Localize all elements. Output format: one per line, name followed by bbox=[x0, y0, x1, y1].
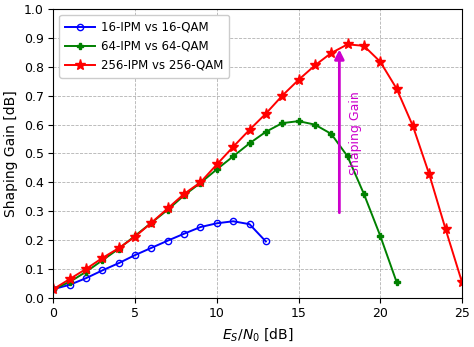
256-IPM vs 256-QAM bbox=[67, 277, 73, 281]
256-IPM vs 256-QAM bbox=[394, 86, 400, 91]
64-IPM vs 64-QAM bbox=[149, 221, 155, 225]
64-IPM vs 64-QAM bbox=[296, 119, 301, 123]
64-IPM vs 64-QAM bbox=[361, 192, 367, 196]
256-IPM vs 256-QAM bbox=[377, 60, 383, 64]
256-IPM vs 256-QAM bbox=[279, 94, 285, 98]
64-IPM vs 64-QAM bbox=[328, 132, 334, 136]
256-IPM vs 256-QAM bbox=[181, 192, 187, 196]
64-IPM vs 64-QAM bbox=[345, 154, 350, 159]
16-IPM vs 16-QAM bbox=[67, 283, 73, 287]
64-IPM vs 64-QAM bbox=[83, 270, 89, 274]
64-IPM vs 64-QAM bbox=[165, 208, 171, 212]
256-IPM vs 256-QAM bbox=[230, 145, 236, 149]
256-IPM vs 256-QAM bbox=[100, 256, 105, 260]
64-IPM vs 64-QAM bbox=[230, 154, 236, 159]
256-IPM vs 256-QAM bbox=[361, 44, 367, 48]
16-IPM vs 16-QAM bbox=[83, 276, 89, 280]
16-IPM vs 16-QAM bbox=[246, 222, 252, 226]
16-IPM vs 16-QAM bbox=[181, 231, 187, 236]
16-IPM vs 16-QAM bbox=[149, 246, 155, 250]
64-IPM vs 64-QAM bbox=[67, 280, 73, 284]
64-IPM vs 64-QAM bbox=[116, 247, 122, 251]
Line: 64-IPM vs 64-QAM: 64-IPM vs 64-QAM bbox=[50, 118, 400, 293]
16-IPM vs 16-QAM bbox=[116, 261, 122, 265]
64-IPM vs 64-QAM bbox=[312, 122, 318, 127]
256-IPM vs 256-QAM bbox=[116, 246, 122, 250]
256-IPM vs 256-QAM bbox=[410, 124, 416, 128]
256-IPM vs 256-QAM bbox=[149, 221, 155, 225]
64-IPM vs 64-QAM bbox=[214, 167, 219, 171]
64-IPM vs 64-QAM bbox=[181, 193, 187, 197]
Text: Shaping Gain: Shaping Gain bbox=[349, 91, 362, 175]
64-IPM vs 64-QAM bbox=[279, 121, 285, 125]
64-IPM vs 64-QAM bbox=[263, 130, 269, 134]
256-IPM vs 256-QAM bbox=[165, 206, 171, 210]
256-IPM vs 256-QAM bbox=[345, 42, 350, 46]
256-IPM vs 256-QAM bbox=[246, 128, 252, 132]
256-IPM vs 256-QAM bbox=[51, 287, 56, 291]
256-IPM vs 256-QAM bbox=[427, 172, 432, 176]
16-IPM vs 16-QAM bbox=[165, 238, 171, 243]
Legend: 16-IPM vs 16-QAM, 64-IPM vs 64-QAM, 256-IPM vs 256-QAM: 16-IPM vs 16-QAM, 64-IPM vs 64-QAM, 256-… bbox=[59, 15, 229, 78]
256-IPM vs 256-QAM bbox=[459, 280, 465, 284]
64-IPM vs 64-QAM bbox=[198, 181, 203, 185]
256-IPM vs 256-QAM bbox=[328, 51, 334, 55]
16-IPM vs 16-QAM bbox=[214, 221, 219, 226]
16-IPM vs 16-QAM bbox=[263, 239, 269, 244]
256-IPM vs 256-QAM bbox=[83, 267, 89, 271]
64-IPM vs 64-QAM bbox=[394, 280, 400, 284]
Line: 256-IPM vs 256-QAM: 256-IPM vs 256-QAM bbox=[48, 39, 467, 295]
256-IPM vs 256-QAM bbox=[132, 235, 138, 239]
256-IPM vs 256-QAM bbox=[263, 111, 269, 116]
256-IPM vs 256-QAM bbox=[296, 78, 301, 82]
16-IPM vs 16-QAM bbox=[230, 219, 236, 223]
16-IPM vs 16-QAM bbox=[198, 225, 203, 229]
16-IPM vs 16-QAM bbox=[132, 253, 138, 257]
16-IPM vs 16-QAM bbox=[100, 268, 105, 272]
256-IPM vs 256-QAM bbox=[214, 162, 219, 167]
Y-axis label: Shaping Gain [dB]: Shaping Gain [dB] bbox=[4, 90, 18, 217]
256-IPM vs 256-QAM bbox=[443, 227, 448, 231]
16-IPM vs 16-QAM bbox=[51, 287, 56, 291]
X-axis label: $E_S/N_0$ [dB]: $E_S/N_0$ [dB] bbox=[222, 326, 293, 343]
64-IPM vs 64-QAM bbox=[51, 287, 56, 291]
64-IPM vs 64-QAM bbox=[377, 234, 383, 238]
256-IPM vs 256-QAM bbox=[198, 180, 203, 184]
64-IPM vs 64-QAM bbox=[132, 234, 138, 238]
Line: 16-IPM vs 16-QAM: 16-IPM vs 16-QAM bbox=[50, 218, 269, 292]
64-IPM vs 64-QAM bbox=[246, 141, 252, 145]
256-IPM vs 256-QAM bbox=[312, 64, 318, 68]
64-IPM vs 64-QAM bbox=[100, 258, 105, 262]
